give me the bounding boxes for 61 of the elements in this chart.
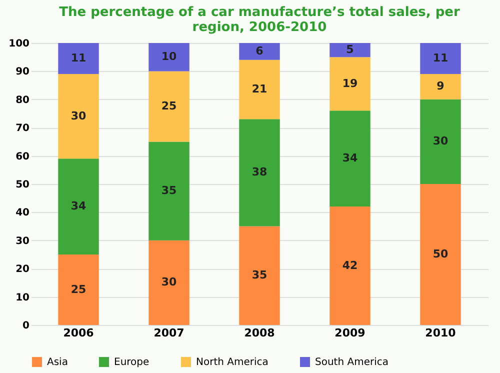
data-label: 30 (161, 276, 178, 289)
y-tick-label: 70 (16, 123, 30, 134)
y-tick-label: 30 (16, 236, 30, 247)
data-label: 50 (432, 248, 448, 260)
data-label: 19 (342, 76, 358, 90)
x-tick-label: 2010 (425, 326, 456, 340)
bar (420, 43, 461, 74)
data-label: 35 (252, 268, 268, 282)
x-tick-label: 2008 (244, 326, 275, 340)
bar (58, 254, 99, 325)
bar (239, 60, 280, 120)
bar (420, 99, 461, 184)
data-label: 25 (161, 99, 177, 112)
data-label: 10 (161, 50, 178, 64)
y-tick-label: 0 (22, 320, 30, 332)
bar (58, 43, 99, 74)
y-tick-label: 100 (8, 38, 30, 50)
bar (148, 43, 190, 72)
y-tick-label: 50 (16, 180, 30, 190)
bar (330, 110, 370, 207)
data-label: 11 (432, 52, 448, 65)
x-tick-label: 2009 (334, 326, 366, 340)
legend-label: Europe (114, 357, 150, 368)
data-label: 42 (342, 258, 358, 272)
chart-title: The percentage of a car manufacture’s total sales, per region, 2006-2010 (59, 5, 460, 35)
legend-label: North America (196, 357, 268, 368)
data-label: 6 (256, 44, 264, 58)
bar (148, 71, 190, 142)
bar (239, 43, 280, 60)
y-tick-label: 20 (16, 264, 30, 276)
bar (420, 74, 461, 100)
x-tick-label: 2006 (63, 326, 94, 340)
bar (239, 119, 280, 226)
y-tick-label: 10 (16, 292, 30, 304)
y-tick-label: 80 (16, 94, 30, 106)
bar (330, 57, 370, 111)
data-label: 9 (436, 80, 444, 93)
y-tick-label: 90 (16, 66, 30, 78)
data-label: 34 (70, 200, 87, 213)
x-tick-label: 2007 (154, 326, 184, 340)
data-label: 25 (70, 282, 86, 296)
data-label: 11 (70, 52, 86, 65)
data-label: 30 (70, 109, 87, 122)
data-label: 34 (342, 152, 358, 165)
bar (330, 206, 370, 325)
legend-label: Asia (47, 357, 68, 368)
data-label: 30 (432, 134, 448, 148)
bar (148, 240, 190, 325)
data-label: 5 (346, 43, 354, 56)
bar (148, 142, 190, 240)
y-tick-label: 40 (16, 208, 30, 219)
bar (58, 158, 99, 254)
data-label: 38 (252, 166, 268, 179)
bar (239, 226, 280, 325)
y-tick-label: 60 (16, 151, 30, 162)
bar (330, 43, 370, 58)
bar (58, 74, 99, 159)
legend-label: South America (315, 357, 388, 368)
data-label: 21 (252, 82, 268, 96)
data-label: 35 (161, 184, 177, 198)
bar (420, 184, 461, 325)
